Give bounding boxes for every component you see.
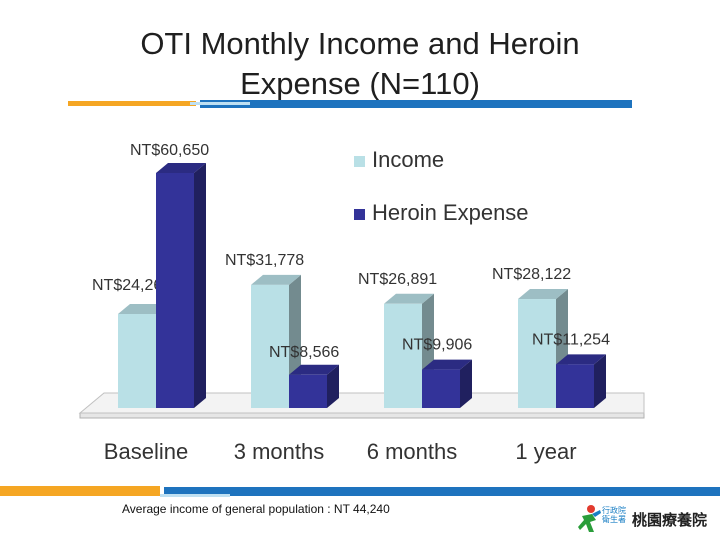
- bar-heroin-expense-6-months: [422, 369, 460, 408]
- bar-side-1-3: [594, 354, 606, 408]
- data-label: NT$24,262: [92, 277, 171, 294]
- bar-income-3-months: [251, 284, 289, 408]
- bar-top-1-3: [556, 354, 606, 365]
- bar-top-0-3: [518, 289, 568, 300]
- footer-strip-light: [160, 494, 230, 497]
- bar-top-1-2: [422, 359, 472, 370]
- data-label: NT$28,122: [492, 266, 571, 283]
- bar-top-0-1: [251, 274, 301, 285]
- data-label: NT$31,778: [225, 252, 304, 269]
- slide-title-line-1: OTI Monthly Income and Heroin: [140, 26, 580, 61]
- data-label: NT$60,650: [130, 142, 209, 159]
- title-underline-light: [190, 102, 250, 105]
- bar-income-1-year: [518, 299, 556, 408]
- legend-label: Heroin Expense: [372, 200, 529, 225]
- bar-top-1-1: [289, 364, 339, 375]
- data-label: NT$9,906: [402, 337, 472, 354]
- bar-side-1-1: [327, 364, 339, 408]
- slide-title-line-2: Expense (N=110): [240, 66, 480, 101]
- x-tick-label: Baseline: [104, 439, 188, 464]
- footer-strip-blue: [164, 487, 720, 496]
- logo: 行政院 衛生署 桃園療養院: [576, 504, 710, 536]
- bar-heroin-expense-3-months: [289, 374, 327, 408]
- footer-strip-orange: [0, 486, 160, 496]
- data-label: NT$26,891: [358, 271, 437, 288]
- chart-floor-front: [79, 412, 645, 419]
- bar-top-1-0: [156, 163, 206, 173]
- bar-heroin-expense-1-year: [556, 364, 594, 408]
- legend-swatch: [354, 156, 365, 167]
- footnote: Average income of general population : N…: [122, 502, 390, 516]
- chart-floor: [78, 392, 645, 414]
- logo-small-text: 行政院 衛生署: [602, 506, 626, 524]
- title-underline-orange: [68, 101, 196, 106]
- bar-side-1-0: [194, 163, 206, 408]
- x-tick-label: 1 year: [515, 439, 576, 464]
- x-tick-label: 6 months: [367, 439, 458, 464]
- legend-swatch: [354, 209, 365, 220]
- x-tick-label: 3 months: [234, 439, 325, 464]
- bar-side-1-2: [460, 359, 472, 408]
- bar-heroin-expense-baseline: [156, 173, 194, 408]
- logo-name: 桃園療養院: [632, 511, 708, 529]
- data-label: NT$11,254: [532, 331, 610, 348]
- chart: NT$24,262 NT$60,650 Baseline NT$31,778 NT$8,…: [78, 142, 645, 464]
- data-label: NT$8,566: [269, 344, 339, 361]
- runner-logo-icon: [578, 505, 601, 532]
- bar-top-0-0: [118, 303, 168, 314]
- legend-label: Income: [372, 147, 444, 172]
- bar-income-baseline: [118, 313, 156, 408]
- bar-top-0-2: [384, 293, 434, 304]
- bar-income-6-months: [384, 303, 422, 408]
- slide-title: OTI Monthly Income and Heroin Expense (N…: [0, 24, 720, 104]
- title-underline-blue: [200, 100, 632, 108]
